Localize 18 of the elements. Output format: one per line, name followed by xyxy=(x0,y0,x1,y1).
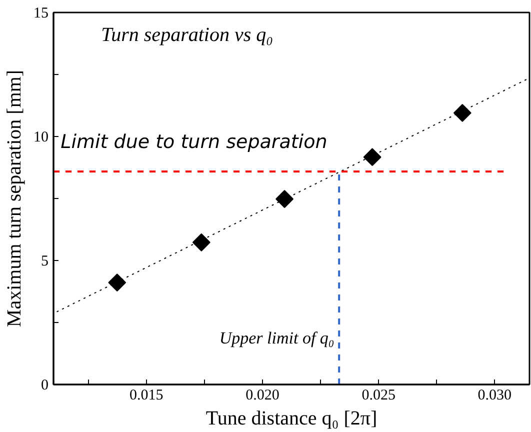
ref-line-label: Upper limit of q₀ xyxy=(219,328,334,348)
x-tick-label: 0.025 xyxy=(362,388,396,404)
point xyxy=(363,148,382,166)
text: Turn separation vs q₀ xyxy=(101,24,274,46)
y-tick-label: 5 xyxy=(41,254,48,270)
y-tick-label: 0 xyxy=(41,378,48,394)
ref-line-label: Limit due to turn separation xyxy=(60,130,328,153)
point xyxy=(276,190,294,208)
y-axis-title: Maximum turn separation [mm] xyxy=(4,70,26,328)
y-tick-label: 15 xyxy=(34,6,48,22)
x-tick-label: 0.020 xyxy=(246,388,280,404)
x-tick-label: 0.015 xyxy=(130,388,164,404)
y-tick-label: 10 xyxy=(34,130,48,146)
x-axis-title: Tune distance q₀ [2π] xyxy=(206,408,378,430)
point xyxy=(192,233,210,252)
point xyxy=(108,274,126,292)
point xyxy=(453,104,472,122)
x-tick-label: 0.030 xyxy=(478,388,512,404)
